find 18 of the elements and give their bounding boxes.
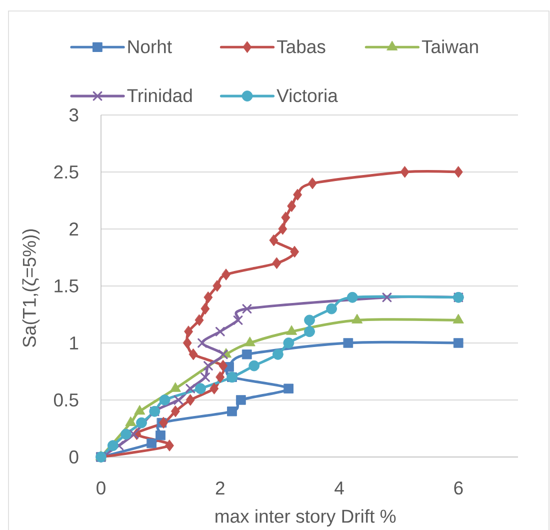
y-tick-label: 2.5 [54,165,78,179]
x-tick-label: 2 [216,482,224,494]
legend-label: Norht [128,40,172,54]
x-tick-label: 4 [334,482,344,494]
legend-label: Trinidad [127,88,192,102]
x-tick-label: 6 [454,481,463,495]
legend-label: Taiwan [422,40,478,54]
legend-label: Tabas [276,40,326,54]
y-tick-label: 0 [69,450,78,464]
y-tick-label: 1.5 [54,280,78,292]
y-tick-label: 3 [69,108,78,122]
x-tick-label: 0 [96,481,106,495]
legend-label: Victoria [276,88,338,102]
y-tick-label: 0.5 [54,393,78,407]
y-axis-title: Sa(T1,(ζ=5%)) [22,229,40,348]
x-axis-title: max inter story Drift % [216,509,396,526]
y-tick-label: 1 [70,336,78,350]
y-tick-label: 2 [70,222,78,236]
